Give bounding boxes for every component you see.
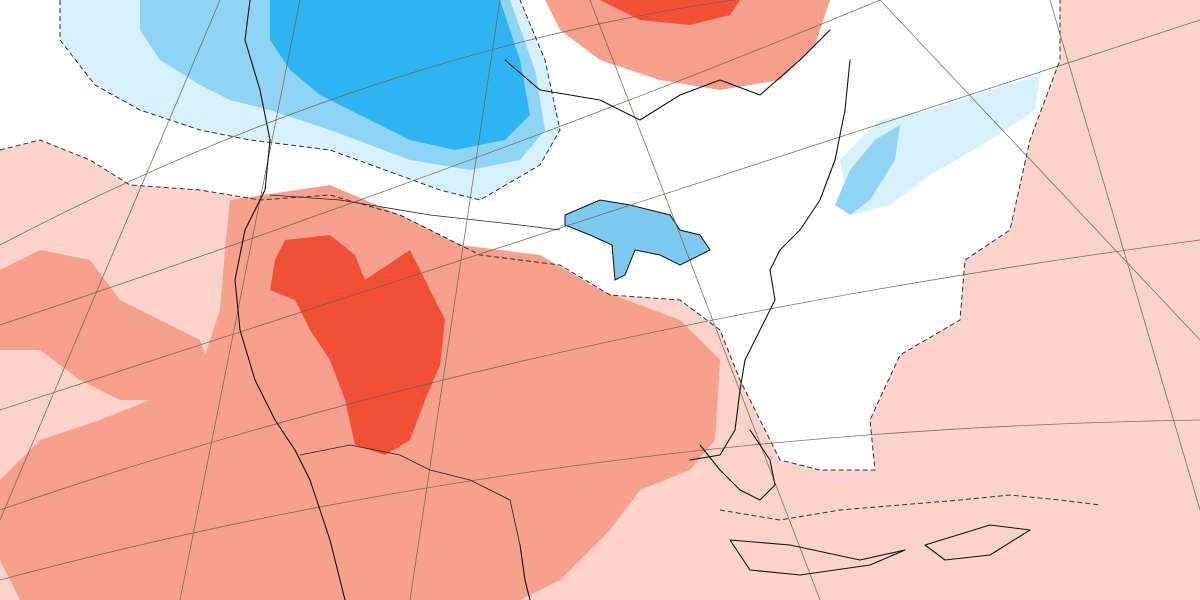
- anomaly-warm-north-core: [600, 0, 740, 25]
- state-borders: [269, 194, 561, 546]
- zero-contour-north: [0, 0, 1061, 471]
- great-lakes: [564, 199, 711, 281]
- anomaly-warm-north: [545, 0, 830, 90]
- zero-contour-west: [59, 0, 561, 201]
- coastlines: [234, 0, 1031, 600]
- anomaly-cold-weak-atlantic: [840, 75, 1040, 215]
- anomaly-warm-strong-core: [270, 235, 445, 455]
- anomaly-warm-ocean-west: [0, 250, 215, 400]
- zero-contour-caribbean: [719, 494, 1101, 521]
- anomaly-cold-strong: [270, 0, 530, 150]
- anomaly-cold-moderate-atlantic: [835, 125, 900, 215]
